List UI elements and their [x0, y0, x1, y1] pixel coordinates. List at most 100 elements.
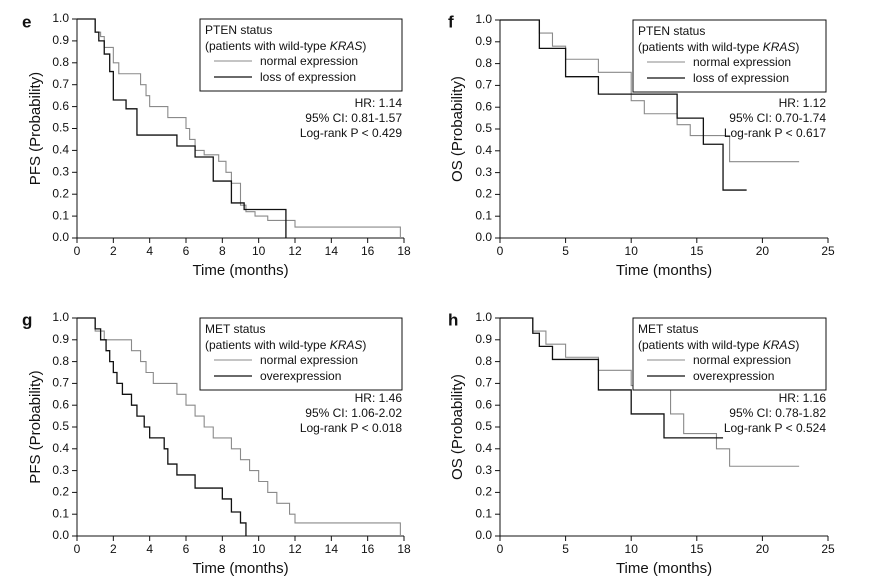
panel-e: e 0.0 0.1 0.2 0.3 0.4 0.5 0.6 0.7 0.8 0.9 1.0 0 2 4 6 8 1…: [22, 11, 411, 279]
legend-title: PTEN status: [638, 24, 705, 38]
legend-subtitle-italic: KRAS: [763, 40, 796, 54]
x-tick-label: 2: [110, 244, 117, 258]
panel-letter: g: [22, 310, 32, 329]
y-tick-label: 1.0: [52, 11, 69, 25]
legend-box: [632, 317, 827, 391]
y-tick-label: 0.8: [475, 56, 492, 70]
legend-item-label: normal expression: [260, 353, 358, 367]
stat-line: 95% CI: 0.78-1.82: [729, 406, 826, 420]
y-tick-label: 0.2: [52, 485, 69, 499]
x-tick-label: 5: [562, 244, 569, 258]
legend-subtitle-suffix: ): [362, 39, 366, 53]
x-tick-label: 10: [625, 244, 639, 258]
y-axis-title: PFS (Probability): [27, 72, 44, 185]
legend-subtitle-suffix: ): [795, 40, 799, 54]
legend-subtitle: (patients with wild-type KRAS): [638, 338, 799, 352]
x-tick-label: 20: [756, 244, 770, 258]
x-tick-label: 25: [821, 542, 835, 556]
x-tick-label: 18: [397, 244, 411, 258]
stat-line: Log-rank P < 0.617: [724, 126, 827, 140]
x-tick-label: 2: [110, 542, 117, 556]
x-tick-label: 20: [756, 542, 770, 556]
panel-letter: f: [448, 12, 454, 31]
y-tick-label: 0.9: [475, 332, 492, 346]
y-tick-label: 0.4: [475, 143, 492, 157]
y-tick-label: 0.7: [52, 376, 69, 390]
stat-line: HR: 1.12: [779, 96, 827, 110]
legend-box: [199, 317, 403, 391]
y-tick-label: 0.4: [52, 441, 69, 455]
y-tick-label: 0.2: [475, 485, 492, 499]
y-tick-label: 0.2: [52, 186, 69, 200]
panel-g: g 0.0 0.1 0.2 0.3 0.4 0.5 0.6 0.7 0.8 0.9 1.0 0 2 4 6 8 1…: [22, 310, 411, 577]
legend-item-label: normal expression: [260, 54, 358, 68]
y-axis-title: OS (Probability): [449, 374, 466, 480]
panel-letter: h: [448, 310, 458, 329]
legend-subtitle: (patients with wild-type KRAS): [638, 40, 799, 54]
survival-curve-loss-of-expression: [500, 19, 747, 191]
y-tick-label: 0.3: [52, 164, 69, 178]
x-tick-label: 12: [288, 542, 302, 556]
y-tick-label: 0.1: [52, 506, 69, 520]
y-tick-label: 0.6: [52, 397, 69, 411]
y-tick-label: 0.4: [475, 441, 492, 455]
y-tick-label: 0.2: [475, 187, 492, 201]
y-tick-label: 0.5: [52, 121, 69, 135]
x-tick-label: 25: [821, 244, 835, 258]
survival-curve-normal-expression: [77, 18, 401, 238]
stat-line: 95% CI: 1.06-2.02: [305, 406, 402, 420]
x-tick-label: 4: [146, 542, 153, 556]
legend-subtitle-prefix: (patients with wild-type: [205, 39, 330, 53]
survival-curve-normal-expression: [77, 317, 401, 536]
stat-line: Log-rank P < 0.018: [300, 421, 403, 435]
y-tick-label: 1.0: [475, 310, 492, 324]
legend-item-label: loss of expression: [260, 70, 356, 84]
legend-title: MET status: [205, 322, 265, 336]
x-tick-label: 14: [325, 542, 339, 556]
legend-subtitle-prefix: (patients with wild-type: [205, 338, 330, 352]
survival-curve-overexpression: [500, 317, 724, 439]
stat-line: 95% CI: 0.70-1.74: [729, 111, 826, 125]
y-tick-label: 0.3: [475, 165, 492, 179]
legend-subtitle-italic: KRAS: [330, 39, 363, 53]
y-tick-label: 0.3: [52, 463, 69, 477]
legend-subtitle: (patients with wild-type KRAS): [205, 39, 366, 53]
y-tick-label: 1.0: [52, 310, 69, 324]
x-axis-title: Time (months): [192, 262, 288, 279]
x-tick-label: 12: [288, 244, 302, 258]
legend-item-label: loss of expression: [693, 71, 789, 85]
y-tick-label: 0.0: [475, 528, 492, 542]
legend-item-label: normal expression: [693, 55, 791, 69]
x-tick-label: 18: [397, 542, 411, 556]
x-tick-label: 16: [361, 542, 375, 556]
legend-box: [199, 18, 403, 92]
y-tick-label: 0.8: [475, 354, 492, 368]
y-tick-label: 0.5: [475, 419, 492, 433]
x-tick-label: 0: [74, 542, 81, 556]
y-tick-label: 1.0: [475, 12, 492, 26]
y-tick-label: 0.8: [52, 55, 69, 69]
x-tick-label: 14: [325, 244, 339, 258]
legend-subtitle: (patients with wild-type KRAS): [205, 338, 366, 352]
stat-line: HR: 1.14: [355, 96, 403, 110]
panel-h: h 0.0 0.1 0.2 0.3 0.4 0.5 0.6 0.7 0.8 0.9 1.0 0 5 10 15…: [448, 310, 835, 577]
y-tick-label: 0.9: [52, 33, 69, 47]
x-tick-label: 8: [219, 244, 226, 258]
y-tick-label: 0.4: [52, 143, 69, 157]
x-axis-title: Time (months): [192, 560, 288, 577]
x-tick-label: 6: [183, 244, 190, 258]
x-tick-label: 16: [361, 244, 375, 258]
survival-curve-loss-of-expression: [77, 18, 287, 238]
y-tick-label: 0.6: [475, 99, 492, 113]
panel-letter: e: [22, 12, 31, 31]
x-tick-label: 15: [690, 244, 704, 258]
legend-subtitle-prefix: (patients with wild-type: [638, 40, 763, 54]
stat-line: Log-rank P < 0.429: [300, 126, 403, 140]
legend-item-label: normal expression: [693, 353, 791, 367]
stat-line: HR: 1.16: [779, 391, 827, 405]
legend-box: [632, 19, 827, 93]
y-tick-label: 0.7: [475, 78, 492, 92]
legend-subtitle-prefix: (patients with wild-type: [638, 338, 763, 352]
legend-title: PTEN status: [205, 23, 272, 37]
